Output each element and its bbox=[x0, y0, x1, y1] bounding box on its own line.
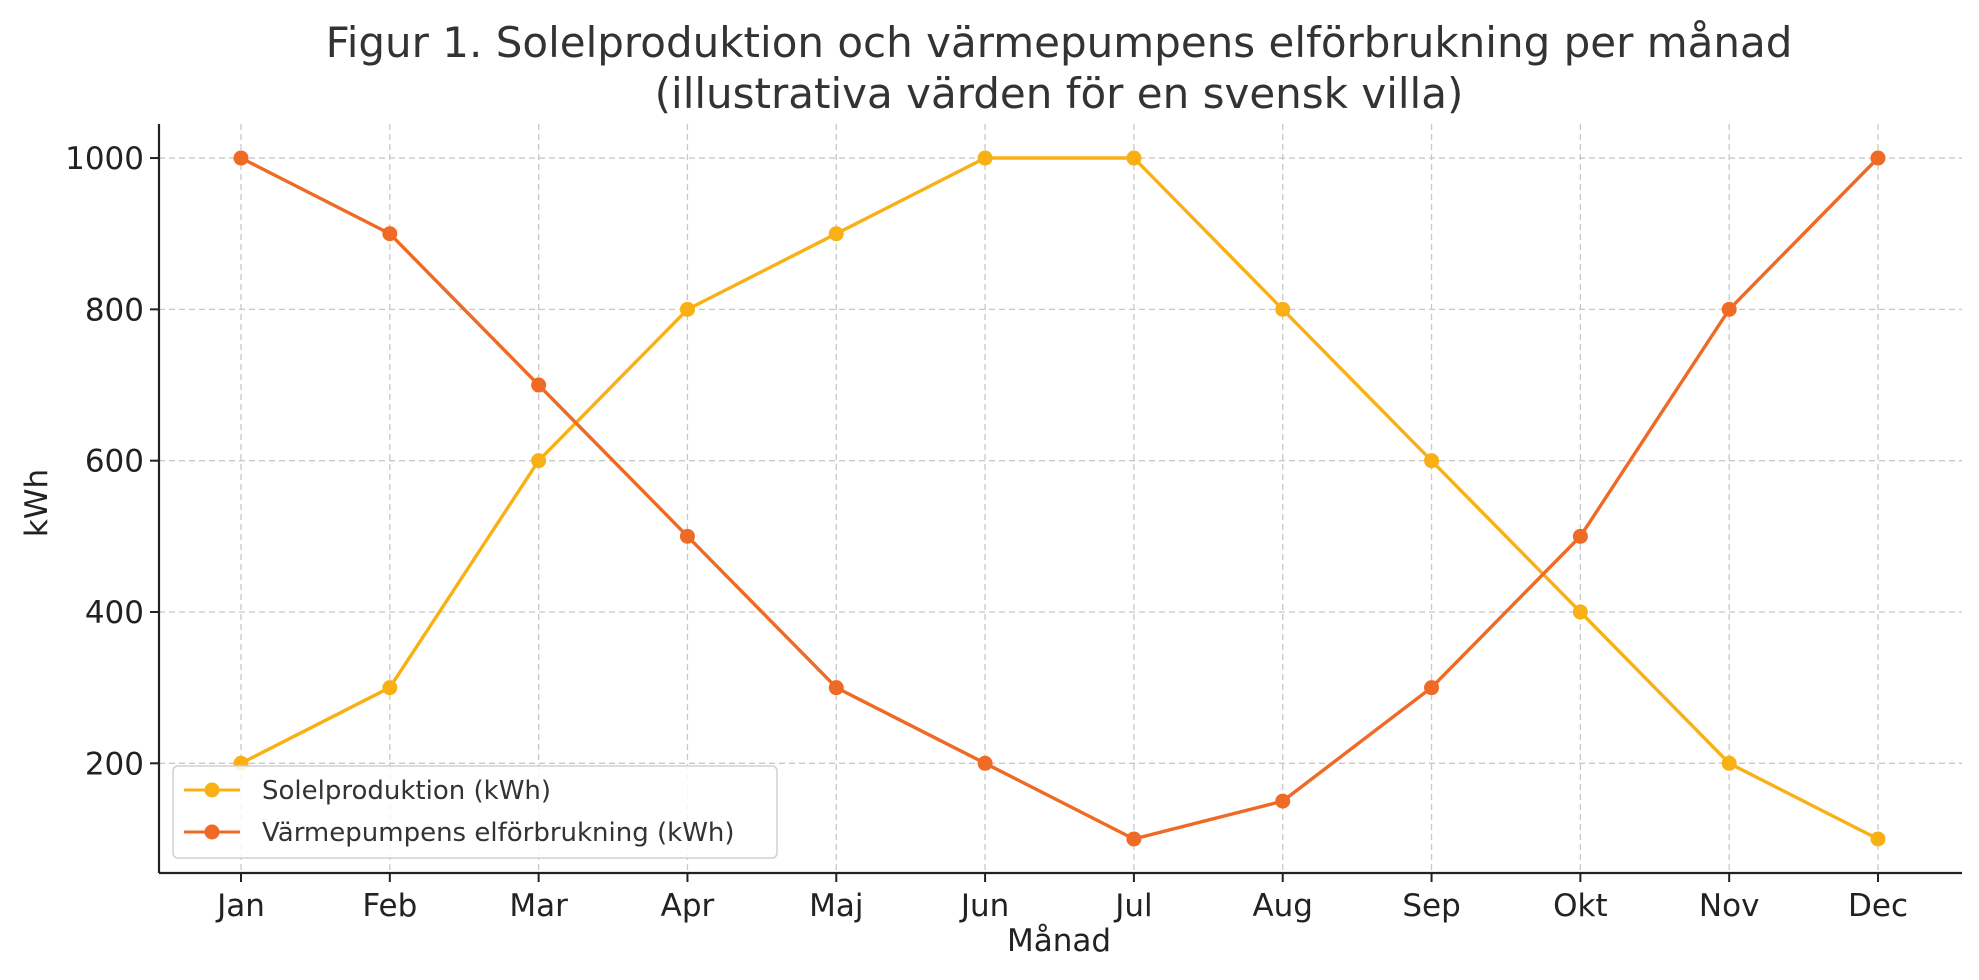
series-1 bbox=[233, 150, 1886, 847]
data-point bbox=[679, 528, 695, 544]
x-tick-label: Jan bbox=[215, 888, 265, 924]
x-tick-label: Nov bbox=[1699, 888, 1760, 924]
series-0 bbox=[233, 150, 1886, 847]
x-tick-label: Mar bbox=[509, 888, 568, 924]
data-point bbox=[233, 150, 249, 166]
x-tick-label: Maj bbox=[809, 888, 863, 924]
chart-title-line-2: (illustrativa värden för en svensk villa… bbox=[655, 69, 1464, 118]
y-axis-ticks: 200 400 600 800 1000 bbox=[65, 141, 159, 782]
x-tick-label: Jun bbox=[959, 888, 1009, 924]
x-tick-label: Jul bbox=[1113, 888, 1152, 924]
data-point bbox=[1721, 755, 1737, 771]
legend-box bbox=[172, 765, 778, 859]
x-tick-label: Aug bbox=[1252, 888, 1313, 924]
data-point bbox=[1572, 604, 1588, 620]
x-tick-label: Okt bbox=[1553, 888, 1608, 924]
series-line bbox=[239, 156, 1880, 841]
x-tick-label: Dec bbox=[1848, 888, 1908, 924]
legend-marker-solel bbox=[204, 782, 220, 798]
legend: Solelproduktion (kWh) Värmepumpens elför… bbox=[172, 765, 778, 859]
y-tick-label: 1000 bbox=[65, 141, 144, 177]
x-axis-label: Månad bbox=[1007, 923, 1111, 959]
data-point bbox=[531, 377, 547, 393]
legend-marker-varmepump bbox=[204, 824, 220, 840]
y-tick-label: 800 bbox=[85, 292, 144, 328]
data-point bbox=[1424, 453, 1440, 469]
data-point bbox=[1870, 831, 1886, 847]
data-point bbox=[977, 150, 993, 166]
grid bbox=[159, 124, 1962, 873]
data-point bbox=[1275, 793, 1291, 809]
data-point bbox=[1126, 150, 1142, 166]
data-point bbox=[1126, 831, 1142, 847]
data-point bbox=[1572, 528, 1588, 544]
chart-title: Figur 1. Solelproduktion och värmepumpen… bbox=[326, 18, 1793, 118]
x-tick-label: Sep bbox=[1402, 888, 1460, 924]
data-point bbox=[1870, 150, 1886, 166]
series-line bbox=[239, 156, 1880, 841]
chart-title-line-1: Figur 1. Solelproduktion och värmepumpen… bbox=[326, 18, 1793, 67]
y-tick-label: 200 bbox=[85, 746, 144, 782]
legend-label-varmepump: Värmepumpens elförbrukning (kWh) bbox=[262, 818, 735, 848]
data-point bbox=[977, 755, 993, 771]
series-lines bbox=[233, 150, 1886, 847]
y-tick-label: 600 bbox=[85, 444, 144, 480]
y-axis-label: kWh bbox=[19, 469, 55, 537]
legend-label-solel: Solelproduktion (kWh) bbox=[262, 776, 551, 806]
x-tick-label: Apr bbox=[661, 888, 715, 924]
y-tick-label: 400 bbox=[85, 595, 144, 631]
x-tick-label: Feb bbox=[362, 888, 417, 924]
data-point bbox=[382, 680, 398, 696]
axes bbox=[157, 124, 1962, 875]
data-point bbox=[531, 453, 547, 469]
data-point bbox=[679, 301, 695, 317]
data-point bbox=[382, 226, 398, 242]
data-point bbox=[1424, 680, 1440, 696]
x-axis-ticks: Jan Feb Mar Apr Maj Jun Jul Aug Sep Okt Nov Dec bbox=[215, 873, 1908, 924]
data-point bbox=[828, 226, 844, 242]
data-point bbox=[1721, 301, 1737, 317]
data-point bbox=[1275, 301, 1291, 317]
data-point bbox=[828, 680, 844, 696]
